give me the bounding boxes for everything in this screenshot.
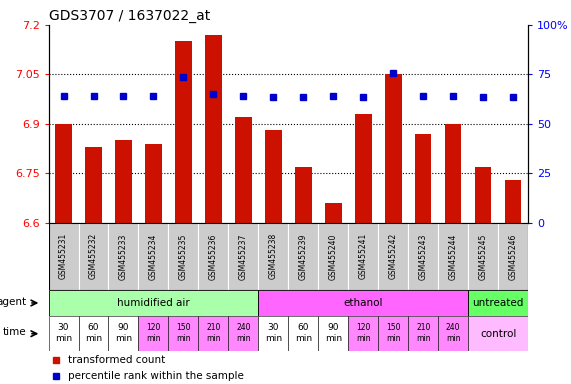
Bar [288, 316, 319, 351]
Bar [235, 117, 252, 223]
Bar [468, 316, 528, 351]
Bar [145, 144, 162, 223]
Bar [49, 290, 259, 316]
Bar [108, 316, 138, 351]
Bar [379, 316, 408, 351]
Bar [439, 316, 468, 351]
Text: GSM455244: GSM455244 [449, 233, 458, 280]
Text: untreated: untreated [473, 298, 524, 308]
Text: GSM455234: GSM455234 [149, 233, 158, 280]
Text: GSM455231: GSM455231 [59, 233, 68, 280]
Bar [79, 223, 108, 290]
Text: humidified air: humidified air [117, 298, 190, 308]
Text: GSM455240: GSM455240 [329, 233, 338, 280]
Bar [259, 290, 468, 316]
Text: 90
min: 90 min [115, 323, 132, 343]
Bar [115, 140, 132, 223]
Bar [445, 124, 461, 223]
Bar [468, 223, 498, 290]
Text: percentile rank within the sample: percentile rank within the sample [68, 371, 244, 381]
Text: 240
min: 240 min [236, 323, 251, 343]
Bar [475, 167, 492, 223]
Bar [228, 316, 259, 351]
Text: GSM455233: GSM455233 [119, 233, 128, 280]
Bar [49, 316, 79, 351]
Bar [85, 147, 102, 223]
Bar [319, 223, 348, 290]
Bar [168, 223, 199, 290]
Bar [415, 134, 432, 223]
Text: 240
min: 240 min [446, 323, 460, 343]
Bar [49, 223, 79, 290]
Text: 150
min: 150 min [176, 323, 191, 343]
Bar [325, 203, 341, 223]
Text: 210
min: 210 min [206, 323, 220, 343]
Text: GSM455232: GSM455232 [89, 233, 98, 280]
Bar [295, 167, 312, 223]
Text: 30
min: 30 min [55, 323, 72, 343]
Bar [288, 223, 319, 290]
Text: GSM455237: GSM455237 [239, 233, 248, 280]
Bar [199, 223, 228, 290]
Text: GDS3707 / 1637022_at: GDS3707 / 1637022_at [49, 8, 210, 23]
Bar [79, 316, 108, 351]
Bar [175, 41, 192, 223]
Text: GSM455241: GSM455241 [359, 233, 368, 280]
Bar [468, 290, 528, 316]
Bar [55, 124, 72, 223]
Bar [199, 316, 228, 351]
Bar [355, 114, 372, 223]
Text: 60
min: 60 min [295, 323, 312, 343]
Text: GSM455236: GSM455236 [209, 233, 218, 280]
Text: GSM455238: GSM455238 [269, 233, 278, 280]
Bar [259, 316, 288, 351]
Bar [139, 223, 168, 290]
Text: GSM455245: GSM455245 [478, 233, 488, 280]
Text: 60
min: 60 min [85, 323, 102, 343]
Bar [319, 316, 348, 351]
Text: GSM455235: GSM455235 [179, 233, 188, 280]
Text: 150
min: 150 min [386, 323, 400, 343]
Text: GSM455243: GSM455243 [419, 233, 428, 280]
Text: time: time [3, 327, 27, 337]
Text: 210
min: 210 min [416, 323, 431, 343]
Bar [348, 223, 379, 290]
Bar [139, 316, 168, 351]
Text: GSM455242: GSM455242 [389, 233, 398, 280]
Bar [505, 180, 521, 223]
Bar [259, 223, 288, 290]
Bar [265, 131, 282, 223]
Text: ethanol: ethanol [344, 298, 383, 308]
Text: GSM455239: GSM455239 [299, 233, 308, 280]
Bar [379, 223, 408, 290]
Text: 30
min: 30 min [265, 323, 282, 343]
Bar [439, 223, 468, 290]
Bar [498, 223, 528, 290]
Bar [228, 223, 259, 290]
Text: 120
min: 120 min [356, 323, 371, 343]
Text: agent: agent [0, 297, 27, 307]
Bar [168, 316, 199, 351]
Bar [408, 223, 439, 290]
Text: transformed count: transformed count [68, 354, 165, 364]
Bar [108, 223, 138, 290]
Text: 120
min: 120 min [146, 323, 160, 343]
Bar [348, 316, 379, 351]
Bar [385, 74, 401, 223]
Text: GSM455246: GSM455246 [509, 233, 518, 280]
Text: 90
min: 90 min [325, 323, 342, 343]
Bar [205, 35, 222, 223]
Text: control: control [480, 329, 516, 339]
Bar [408, 316, 439, 351]
